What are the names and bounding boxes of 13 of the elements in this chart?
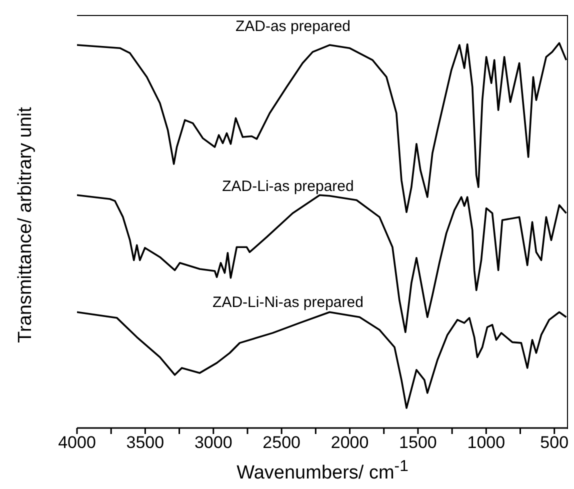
series-label: ZAD-Li-Ni-as prepared [212, 294, 364, 311]
series-label: ZAD-Li-as prepared [222, 178, 354, 195]
series-label: ZAD-as prepared [235, 18, 351, 35]
x-tick-label: 2000 [330, 433, 369, 452]
x-tick-label: 1000 [467, 433, 506, 452]
x-axis-title: Wavenumbers/ cm$^{-1}$ [236, 458, 408, 484]
x-tick-label: 2500 [262, 433, 300, 452]
x-tick-label: 500 [540, 433, 569, 452]
x-tick-label: 3500 [126, 433, 164, 452]
x-tick-label: 1500 [399, 433, 437, 452]
x-tick-label: 3000 [194, 433, 232, 452]
x-tick-label: 4000 [58, 433, 96, 452]
y-axis-title: Transmittance/ arbitrary unit [15, 107, 37, 343]
